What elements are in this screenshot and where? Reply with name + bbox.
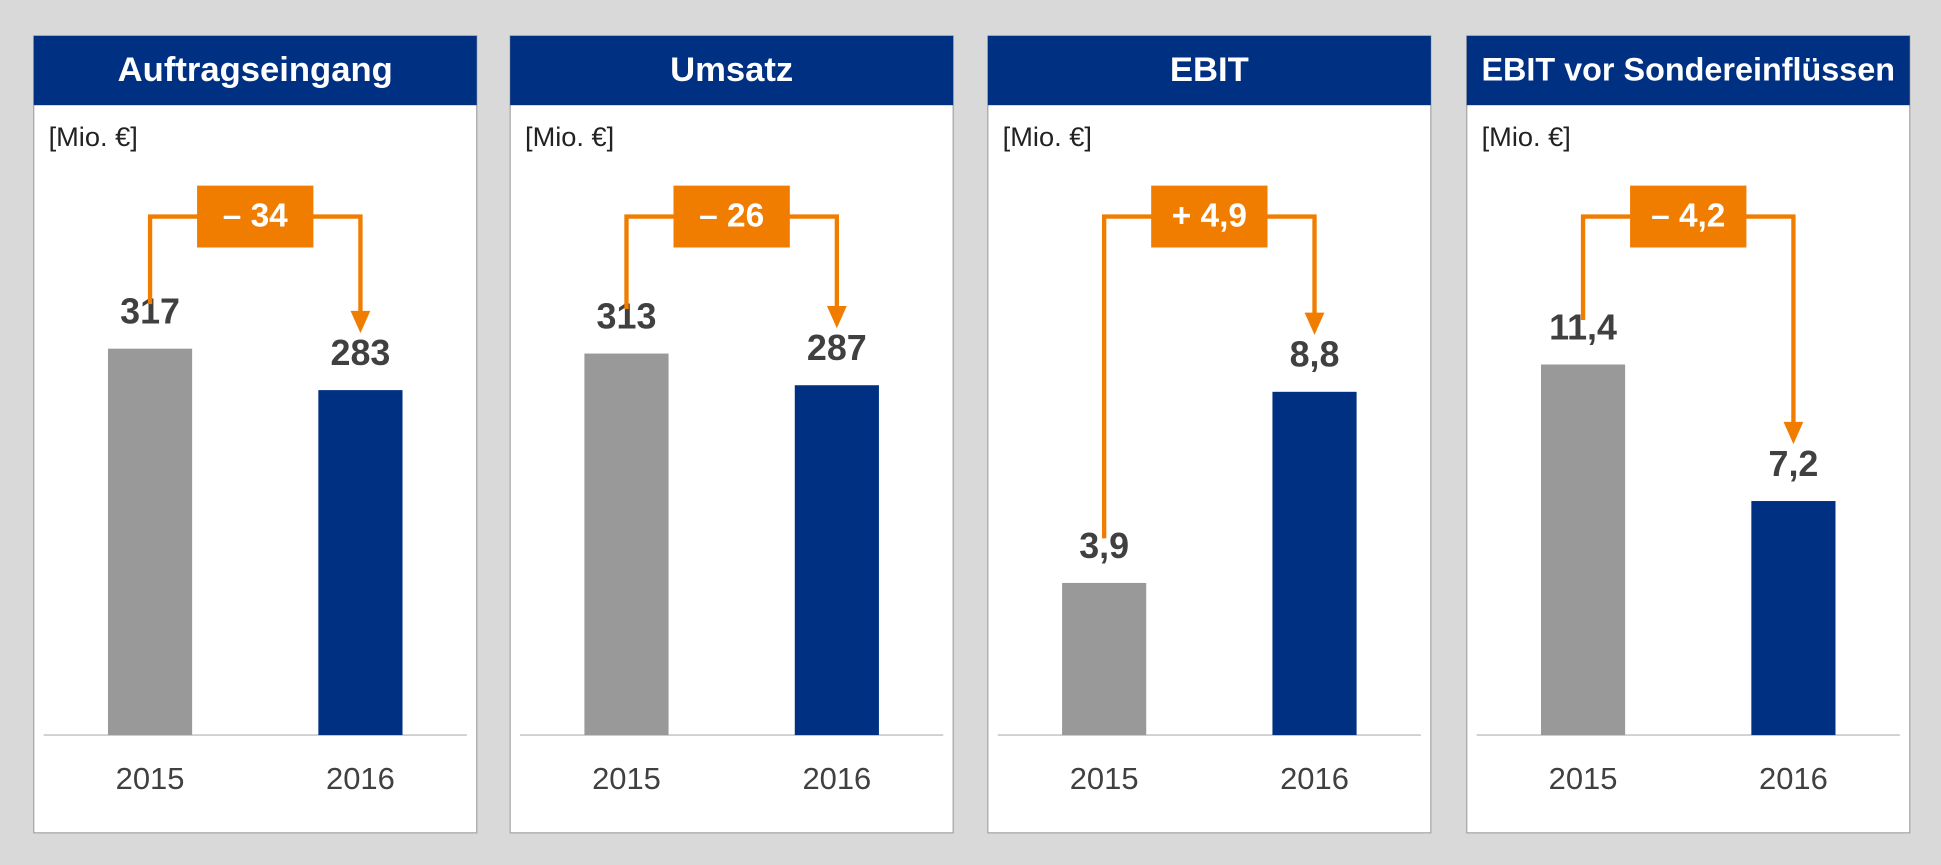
delta-arrowhead xyxy=(1304,312,1325,335)
unit-label: [Mio. €] xyxy=(1482,121,1571,152)
value-label: 8,8 xyxy=(1290,335,1340,375)
panel xyxy=(509,35,954,834)
delta-box xyxy=(1151,185,1268,248)
panel-title: Auftragseingang xyxy=(118,51,393,89)
x-tick-label: 2016 xyxy=(326,761,395,796)
unit-label: [Mio. €] xyxy=(525,121,614,152)
delta-label: – 4,2 xyxy=(1651,198,1725,235)
panel-header xyxy=(33,35,477,106)
panel-title: EBIT xyxy=(1170,51,1249,89)
panel-header xyxy=(987,35,1431,106)
bar xyxy=(318,390,403,736)
delta-arrowhead xyxy=(350,310,371,334)
unit-label: [Mio. €] xyxy=(49,121,138,152)
delta-arrowhead xyxy=(1783,421,1804,445)
bar xyxy=(794,385,879,736)
x-tick-label: 2016 xyxy=(802,761,871,796)
x-tick-label: 2015 xyxy=(592,761,661,796)
x-tick-label: 2016 xyxy=(1280,761,1349,796)
x-tick-label: 2015 xyxy=(116,761,185,796)
bar xyxy=(1751,501,1836,736)
x-tick-label: 2015 xyxy=(1070,761,1139,796)
delta-box xyxy=(197,185,314,248)
panel xyxy=(33,35,478,834)
value-label: 287 xyxy=(807,328,867,368)
value-label: 7,2 xyxy=(1768,444,1818,484)
bar xyxy=(107,348,193,736)
bar xyxy=(1540,364,1626,736)
delta-label: + 4,9 xyxy=(1172,198,1247,235)
panel-title: Umsatz xyxy=(670,51,793,89)
delta-box xyxy=(673,185,790,248)
panel-header xyxy=(1466,35,1910,106)
bar xyxy=(584,353,669,736)
x-tick-label: 2015 xyxy=(1549,761,1618,796)
panel xyxy=(987,35,1432,834)
value-label: 283 xyxy=(330,333,390,373)
delta-box xyxy=(1630,185,1747,248)
delta-arrowhead xyxy=(826,306,847,329)
delta-label: – 26 xyxy=(699,198,764,235)
bar xyxy=(1272,391,1357,736)
panel xyxy=(1466,35,1911,834)
unit-label: [Mio. €] xyxy=(1003,121,1092,152)
bar xyxy=(1062,582,1147,736)
panel-title: EBIT vor Sondereinflüssen xyxy=(1481,51,1895,87)
panel-header xyxy=(510,35,954,106)
x-tick-label: 2016 xyxy=(1759,761,1828,796)
delta-label: – 34 xyxy=(223,198,288,235)
